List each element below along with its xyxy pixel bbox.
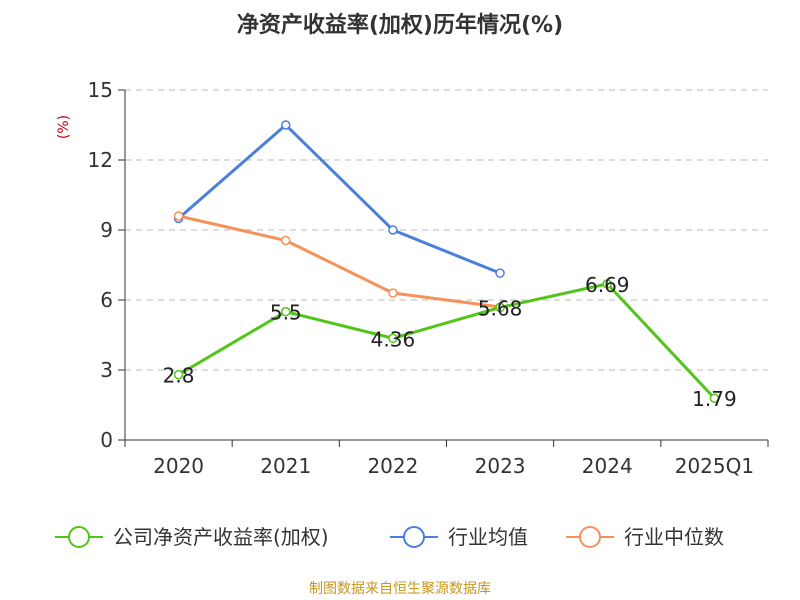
y-tick-label: 3 <box>100 358 113 382</box>
y-tick-label: 9 <box>100 218 113 242</box>
y-tick-label: 15 <box>88 78 113 102</box>
legend-item-0[interactable]: 公司净资产收益率(加权) <box>55 525 329 549</box>
x-tick-label: 2023 <box>475 454 526 478</box>
data-label: 6.69 <box>585 273 630 297</box>
x-tick-label: 2025Q1 <box>675 454 754 478</box>
x-tick-label: 2020 <box>153 454 204 478</box>
x-tick-label: 2022 <box>367 454 418 478</box>
chart-title: 净资产收益率(加权)历年情况(%) <box>237 12 563 38</box>
legend-label: 行业均值 <box>448 525 528 549</box>
series-point-0[interactable] <box>388 333 398 344</box>
y-tick-label: 6 <box>100 288 113 312</box>
series-point-1[interactable] <box>388 225 398 235</box>
series-group <box>173 120 720 403</box>
series-point-2[interactable] <box>173 211 184 221</box>
axes: 0 3 6 9 12 15 2020 2021 2022 2023 2024 2025Q1 <box>88 78 769 478</box>
series-point-1[interactable] <box>495 268 505 278</box>
gridlines <box>125 89 768 371</box>
legend-marker <box>403 526 425 548</box>
series-point-0[interactable] <box>709 393 720 403</box>
legend-item-1[interactable]: 行业均值 <box>390 525 528 549</box>
legend-item-2[interactable]: 行业中位数 <box>566 525 724 549</box>
series-line-2 <box>178 214 501 309</box>
source-note: 制图数据来自恒生聚源数据库 <box>309 581 491 597</box>
series-point-0[interactable] <box>602 279 612 289</box>
series-line-1 <box>177 123 501 275</box>
data-label: 5.68 <box>478 296 523 320</box>
series-point-0[interactable] <box>173 369 184 380</box>
legend-label: 行业中位数 <box>624 525 724 549</box>
y-tick-label: 12 <box>88 148 113 172</box>
data-labels: 2.8 5.5 4.36 5.68 6.69 1.79 <box>163 273 737 411</box>
legend[interactable]: 公司净资产收益率(加权) 行业均值 行业中位数 <box>55 525 724 549</box>
series-point-1[interactable] <box>281 120 291 130</box>
legend-label: 公司净资产收益率(加权) <box>113 525 329 549</box>
series-point-0[interactable] <box>281 306 291 317</box>
series-point-2[interactable] <box>388 288 398 298</box>
series-point-0[interactable] <box>495 302 505 313</box>
legend-marker <box>68 526 90 548</box>
y-tick-label: 0 <box>100 428 113 452</box>
data-label: 1.79 <box>692 387 737 411</box>
x-tick-label: 2021 <box>260 454 311 478</box>
legend-marker <box>579 526 601 548</box>
x-tick-label: 2024 <box>582 454 633 478</box>
data-label: 4.36 <box>371 327 416 351</box>
data-label: 5.5 <box>270 301 302 325</box>
y-axis-label: (%) <box>56 115 72 139</box>
series-line-0 <box>177 282 716 400</box>
series-point-2[interactable] <box>281 235 291 246</box>
data-label: 2.8 <box>163 364 195 388</box>
